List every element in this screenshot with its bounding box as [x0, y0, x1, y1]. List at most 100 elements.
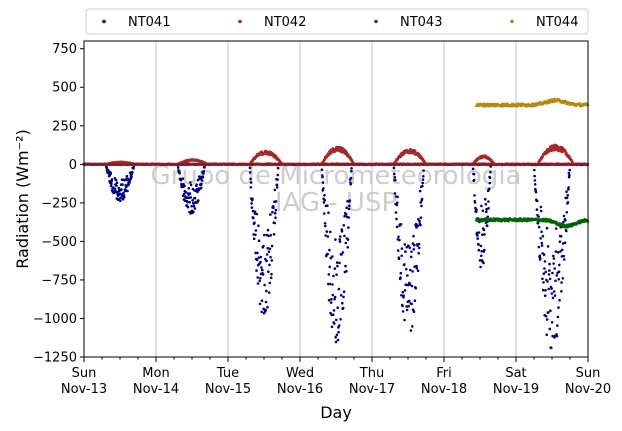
nt041-point — [347, 207, 351, 211]
nt041-point — [394, 178, 397, 182]
y-tick-label-1: −1000 — [33, 312, 77, 327]
data-points — [82, 97, 590, 350]
nt041-point — [327, 211, 330, 214]
nt041-point — [403, 243, 407, 246]
nt041-point — [557, 306, 560, 309]
nt041-point — [566, 193, 569, 197]
nt041-point — [547, 311, 550, 314]
nt041-point — [419, 216, 423, 219]
nt041-point — [269, 255, 272, 259]
nt041-point — [253, 221, 256, 224]
nt041-point — [417, 251, 421, 255]
nt041-point — [254, 229, 258, 232]
nt041-point — [334, 340, 338, 344]
y-tick-label-2: −750 — [41, 273, 77, 288]
nt041-point — [336, 264, 339, 268]
nt041-point — [256, 282, 260, 285]
nt041-point — [325, 230, 329, 233]
nt041-point — [567, 188, 570, 191]
nt041-point — [481, 209, 485, 213]
nt041-point — [336, 338, 340, 342]
nt041-point — [408, 246, 412, 250]
nt041-point — [268, 247, 272, 251]
nt041-point — [546, 280, 549, 283]
y-tick-label-6: 250 — [52, 119, 77, 134]
nt041-point — [553, 294, 557, 297]
nt041-point — [548, 269, 551, 272]
nt041-point — [182, 192, 186, 196]
nt041-point — [540, 244, 544, 247]
nt041-point — [248, 171, 252, 174]
nt041-point — [558, 263, 561, 267]
nt041-point — [267, 291, 271, 294]
nt041-point — [189, 196, 193, 199]
nt041-point — [260, 310, 264, 314]
nt041-point — [550, 292, 554, 295]
nt041-point — [181, 194, 185, 197]
nt041-point — [344, 213, 348, 216]
nt041-point — [485, 224, 489, 227]
nt041-point — [550, 287, 553, 290]
legend-marker-nt043 — [374, 19, 378, 24]
nt041-point — [270, 272, 273, 276]
nt041-point — [489, 165, 493, 168]
legend-label-nt042: NT042 — [264, 15, 306, 30]
nt041-point — [539, 205, 543, 209]
nt041-point — [339, 235, 342, 238]
nt041-point — [273, 221, 277, 225]
nt041-point — [253, 210, 257, 213]
legend-marker-nt042 — [238, 19, 242, 24]
nt041-point — [417, 217, 420, 221]
nt041-point — [183, 184, 186, 188]
nt041-point — [546, 245, 550, 248]
nt041-point — [479, 254, 483, 258]
nt041-point — [471, 167, 475, 171]
nt041-point — [258, 279, 262, 283]
nt041-point — [475, 210, 478, 213]
nt041-point — [276, 178, 279, 181]
nt041-point — [126, 189, 129, 193]
nt041-point — [399, 271, 403, 275]
nt041-point — [123, 195, 126, 199]
nt041-point — [550, 346, 553, 350]
nt041-point — [477, 243, 480, 246]
nt041-point — [480, 250, 484, 253]
nt041-point — [335, 261, 339, 264]
y-tick-label-0: −1250 — [33, 351, 77, 366]
nt041-point — [254, 251, 257, 255]
nt041-point — [397, 257, 401, 261]
legend-marker-nt041 — [102, 19, 106, 24]
nt041-point — [534, 190, 538, 194]
nt041-point — [420, 197, 424, 201]
nt041-point — [488, 176, 492, 179]
nt042-point — [347, 153, 350, 156]
nt041-point — [422, 169, 425, 172]
watermark-line-2: IAG - USP — [275, 188, 397, 218]
nt041-point — [178, 171, 181, 175]
nt041-point — [261, 268, 264, 272]
nt041-point — [396, 195, 399, 199]
nt041-point — [405, 267, 408, 271]
nt041-point — [533, 174, 536, 178]
x-tick-date-6: Nov-19 — [493, 382, 539, 397]
nt041-point — [270, 259, 274, 262]
nt041-point — [541, 277, 544, 281]
nt041-point — [551, 271, 554, 275]
nt041-point — [414, 222, 418, 226]
nt041-point — [413, 265, 416, 269]
nt041-point — [541, 288, 545, 292]
nt041-point — [543, 260, 547, 263]
nt041-point — [542, 253, 546, 256]
nt041-point — [321, 175, 324, 179]
y-axis: −1250 −1000 −750 −500 −250 0 250 500 750 — [33, 42, 84, 366]
nt041-point — [407, 304, 410, 308]
nt041-point — [472, 172, 476, 176]
nt041-point — [565, 196, 569, 200]
nt041-point — [558, 299, 561, 302]
nt041-point — [566, 201, 570, 204]
nt041-point — [562, 214, 566, 218]
nt041-point — [399, 276, 402, 279]
y-tick-label-4: −250 — [41, 196, 77, 211]
legend-label-nt041: NT041 — [128, 15, 170, 30]
nt041-point — [267, 250, 271, 253]
